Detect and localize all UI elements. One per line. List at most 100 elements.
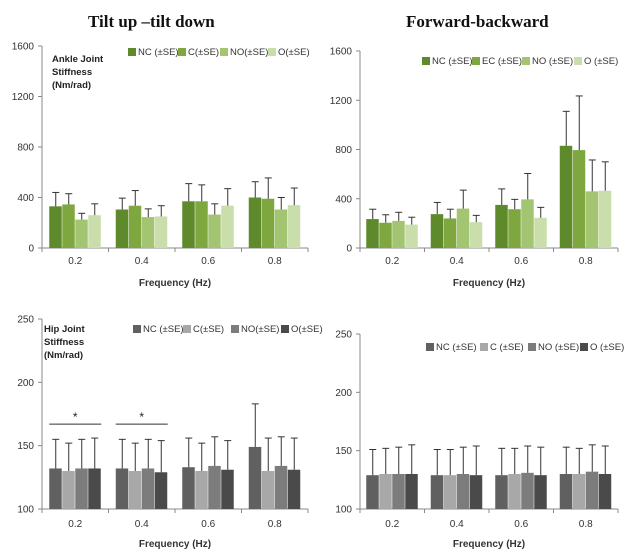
bar bbox=[469, 222, 483, 248]
legend-label: NO(±SE) bbox=[230, 47, 268, 58]
bar bbox=[141, 468, 155, 509]
column-title-left: Tilt up –tilt down bbox=[88, 12, 215, 31]
x-axis-label: Frequency (Hz) bbox=[139, 539, 211, 550]
column-title-right: Forward-backward bbox=[406, 12, 549, 31]
bar bbox=[392, 220, 405, 248]
significance-marker: * bbox=[139, 410, 144, 424]
bar bbox=[221, 469, 234, 509]
x-tick-label: 0.8 bbox=[579, 256, 593, 267]
x-tick-label: 0.2 bbox=[385, 519, 399, 530]
bar bbox=[508, 474, 521, 509]
bar bbox=[366, 475, 379, 509]
x-tick-label: 0.8 bbox=[268, 256, 282, 267]
legend-label: NO (±SE) bbox=[532, 56, 573, 67]
bar bbox=[141, 217, 155, 248]
y-tick-label: 1600 bbox=[330, 47, 353, 58]
legend-label: EC (±SE) bbox=[482, 56, 522, 67]
bar bbox=[75, 219, 88, 248]
y-tick-label: 1600 bbox=[12, 42, 35, 53]
bar bbox=[115, 468, 129, 509]
legend-swatch bbox=[422, 57, 430, 65]
bar bbox=[534, 475, 547, 509]
legend-label: O(±SE) bbox=[278, 47, 310, 58]
hip-forward-backward-chart: 100 150 200 250 0.2 0.4 0.6 0.8 Frequency (Hz) NC… bbox=[335, 330, 624, 551]
legend-swatch bbox=[268, 48, 276, 56]
bar bbox=[88, 468, 101, 509]
x-axis-label: Frequency (Hz) bbox=[453, 278, 525, 289]
x-tick-label: 0.6 bbox=[201, 256, 215, 267]
bar bbox=[128, 205, 142, 248]
legend-swatch bbox=[281, 325, 289, 333]
y-tick-label: 150 bbox=[17, 441, 34, 452]
bar bbox=[456, 474, 470, 509]
y-tick-label: 400 bbox=[335, 194, 352, 205]
bar bbox=[274, 465, 288, 509]
legend-swatch bbox=[178, 48, 186, 56]
panel-annotation: Stiffness bbox=[52, 67, 92, 78]
ankle-forward-backward-chart: 0 400 800 1200 1600 0.2 0.4 0.6 0.8 Frequency (Hz… bbox=[330, 47, 619, 289]
legend-label: NC (±SE) bbox=[143, 324, 184, 335]
bar bbox=[261, 471, 275, 509]
y-tick-label: 400 bbox=[17, 193, 34, 204]
bar bbox=[115, 209, 129, 248]
legend-swatch bbox=[522, 57, 530, 65]
y-tick-label: 250 bbox=[335, 330, 352, 341]
ankle-tilt-chart: 0 400 800 1200 1600 0.2 0.4 0.6 0.8 Frequency (Hz… bbox=[12, 42, 310, 290]
bar bbox=[88, 215, 101, 248]
bar bbox=[154, 472, 168, 509]
bar bbox=[208, 465, 221, 509]
legend-label: O(±SE) bbox=[291, 324, 323, 335]
bar bbox=[208, 214, 221, 248]
bar bbox=[195, 201, 208, 248]
x-tick-label: 0.2 bbox=[68, 256, 82, 267]
x-tick-label: 0.4 bbox=[135, 519, 149, 530]
legend-swatch bbox=[528, 343, 536, 351]
y-tick-label: 800 bbox=[17, 143, 34, 154]
bar bbox=[430, 214, 444, 248]
x-tick-label: 0.6 bbox=[514, 256, 528, 267]
panel-annotation: Ankle Joint bbox=[52, 54, 104, 65]
hip-tilt-chart: 100 150 200 250 0.2 0.4 0.6 0.8 Frequency (Hz) * *… bbox=[17, 315, 322, 551]
bar bbox=[366, 219, 379, 248]
significance-marker: * bbox=[73, 410, 78, 424]
bar bbox=[75, 468, 88, 509]
bar bbox=[469, 475, 483, 509]
bar bbox=[572, 474, 586, 509]
legend-label: C (±SE) bbox=[490, 342, 524, 353]
bar bbox=[572, 150, 586, 248]
legend-swatch bbox=[128, 48, 136, 56]
bar bbox=[585, 471, 599, 509]
legend-label: NO(±SE) bbox=[241, 324, 279, 335]
bar bbox=[598, 190, 612, 248]
x-axis-label: Frequency (Hz) bbox=[453, 539, 525, 550]
bar bbox=[379, 474, 392, 509]
bar bbox=[182, 201, 195, 248]
panel-annotation: Stiffness bbox=[44, 337, 84, 348]
bar bbox=[392, 474, 405, 509]
bar bbox=[430, 475, 444, 509]
bar bbox=[521, 199, 534, 248]
y-tick-label: 800 bbox=[335, 145, 352, 156]
y-tick-label: 100 bbox=[17, 505, 34, 516]
bar bbox=[443, 475, 457, 509]
x-tick-label: 0.2 bbox=[68, 519, 82, 530]
x-tick-label: 0.2 bbox=[385, 256, 399, 267]
y-tick-label: 150 bbox=[335, 446, 352, 457]
legend-label: O (±SE) bbox=[590, 342, 624, 353]
legend-swatch bbox=[472, 57, 480, 65]
y-tick-label: 0 bbox=[346, 244, 352, 255]
panel-annotation: (Nm/rad) bbox=[52, 80, 91, 91]
x-tick-label: 0.8 bbox=[268, 519, 282, 530]
y-tick-label: 0 bbox=[28, 244, 34, 255]
bar bbox=[443, 218, 457, 248]
y-tick-label: 250 bbox=[17, 315, 34, 326]
legend-label: NC (±SE) bbox=[436, 342, 477, 353]
legend-swatch bbox=[426, 343, 434, 351]
bar bbox=[221, 205, 234, 248]
legend-label: O (±SE) bbox=[584, 56, 618, 67]
panel-annotation: Hip Joint bbox=[44, 324, 85, 335]
bar bbox=[195, 471, 208, 509]
legend-swatch bbox=[133, 325, 141, 333]
y-tick-label: 200 bbox=[335, 388, 352, 399]
bar bbox=[182, 467, 195, 509]
